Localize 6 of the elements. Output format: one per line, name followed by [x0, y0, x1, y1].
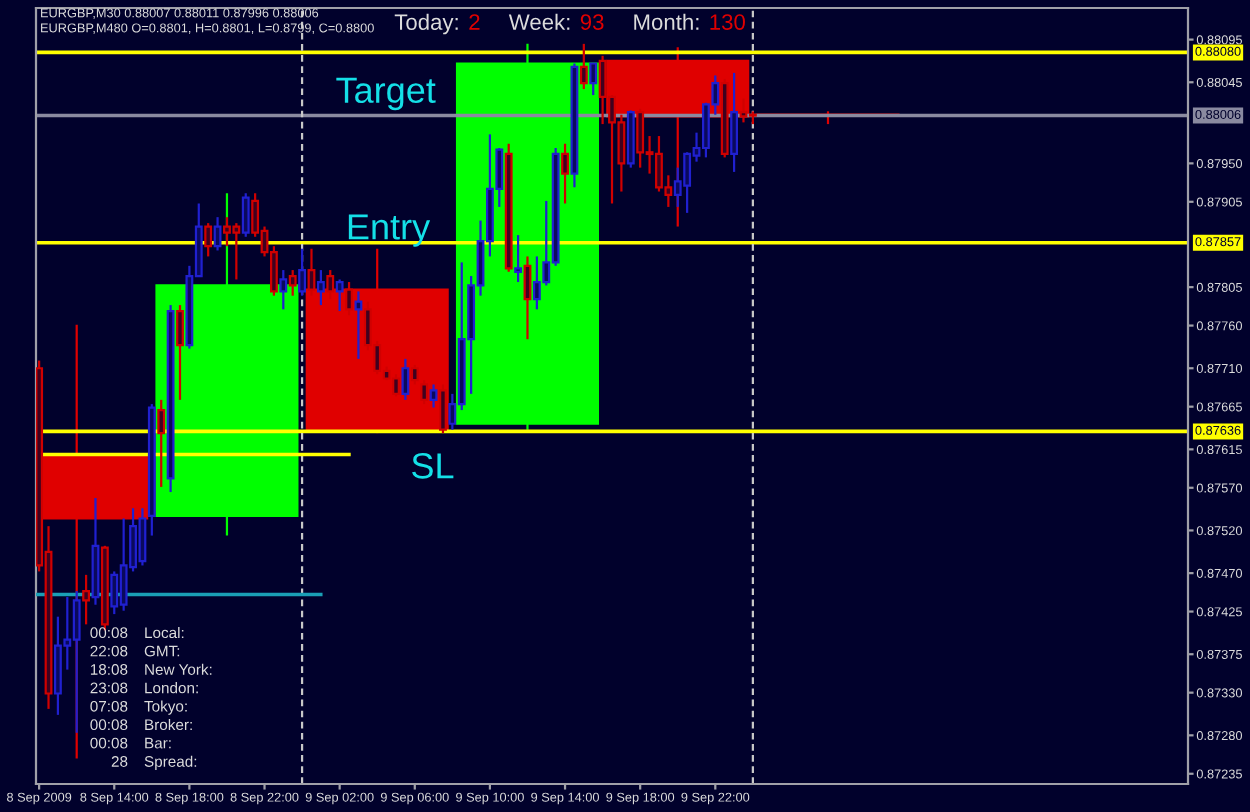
annotation: SL: [412, 453, 454, 479]
annotation: Target: [336, 77, 436, 111]
annotation: Week: 93: [508, 13, 604, 30]
annotation: Entry: [348, 214, 431, 247]
annotation: Month: 130: [634, 13, 745, 30]
annotation: Today: 2: [394, 13, 480, 35]
